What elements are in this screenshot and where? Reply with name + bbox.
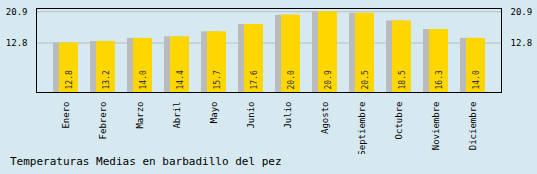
svg-text:17.6: 17.6 — [250, 70, 259, 89]
svg-text:12.8: 12.8 — [65, 70, 74, 89]
svg-text:12.8: 12.8 — [511, 38, 533, 48]
svg-text:Abril: Abril — [172, 102, 182, 129]
svg-text:Noviembre: Noviembre — [431, 102, 441, 151]
svg-text:18.5: 18.5 — [398, 70, 407, 89]
svg-text:20.9: 20.9 — [511, 7, 533, 17]
svg-text:Diciembre: Diciembre — [468, 102, 478, 151]
svg-text:13.2: 13.2 — [102, 70, 111, 89]
svg-text:20.9: 20.9 — [6, 7, 28, 17]
svg-text:Agosto: Agosto — [320, 102, 330, 135]
svg-text:16.3: 16.3 — [435, 70, 444, 89]
svg-text:15.7: 15.7 — [213, 70, 222, 89]
svg-text:Junio: Junio — [246, 102, 256, 129]
svg-text:Mayo: Mayo — [209, 102, 219, 124]
svg-text:Enero: Enero — [61, 102, 71, 129]
svg-text:Marzo: Marzo — [135, 102, 145, 129]
svg-text:20.9: 20.9 — [324, 70, 333, 89]
svg-text:20.0: 20.0 — [287, 70, 296, 89]
svg-text:12.8: 12.8 — [6, 38, 28, 48]
svg-text:14.0: 14.0 — [472, 70, 481, 89]
html-text:Temperaturas Medias en barbadi: Temperaturas Medias en barbadillo del pe… — [10, 155, 282, 168]
svg-text:14.0: 14.0 — [139, 70, 148, 89]
svg-text:Septiembre: Septiembre — [357, 102, 367, 155]
svg-text:Julio: Julio — [283, 102, 293, 129]
svg-text:20.5: 20.5 — [361, 70, 370, 89]
svg-text:Febrero: Febrero — [98, 102, 108, 140]
svg-text:Octubre: Octubre — [394, 102, 404, 140]
svg-text:14.4: 14.4 — [176, 70, 185, 89]
